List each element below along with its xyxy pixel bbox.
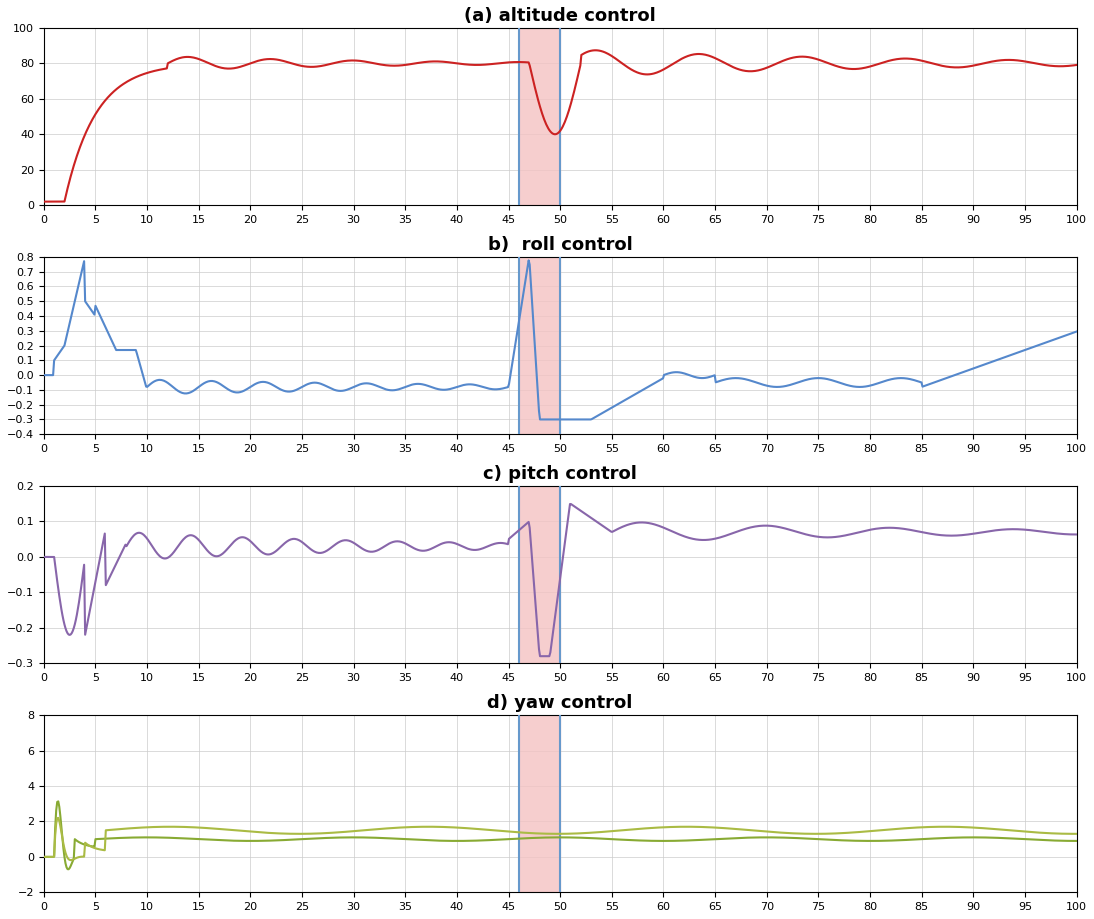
Bar xyxy=(519,257,560,434)
Title: d) yaw control: d) yaw control xyxy=(488,694,632,712)
Title: b)  roll control: b) roll control xyxy=(488,236,632,254)
Bar xyxy=(519,715,560,892)
Bar xyxy=(519,486,560,664)
Title: (a) altitude control: (a) altitude control xyxy=(464,7,656,25)
Bar xyxy=(519,28,560,205)
Title: c) pitch control: c) pitch control xyxy=(484,465,637,483)
